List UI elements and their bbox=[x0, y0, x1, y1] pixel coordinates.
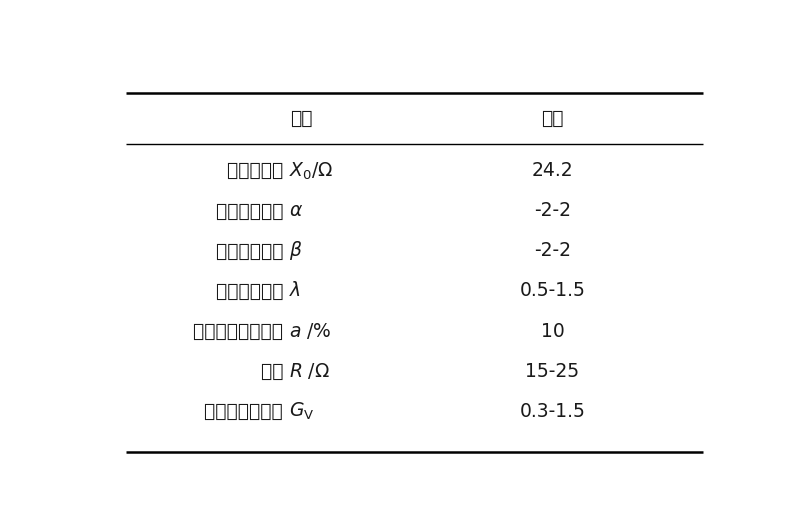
Text: $\alpha$: $\alpha$ bbox=[289, 202, 303, 220]
Text: 副边电抗系数: 副边电抗系数 bbox=[216, 242, 289, 260]
Text: $\beta$: $\beta$ bbox=[289, 239, 303, 262]
Text: 10: 10 bbox=[540, 321, 565, 341]
Text: $G_{\rm V}$: $G_{\rm V}$ bbox=[289, 401, 315, 422]
Text: $R$ /Ω: $R$ /Ω bbox=[289, 361, 330, 381]
Text: -2-2: -2-2 bbox=[534, 202, 571, 220]
Text: $a$ /%: $a$ /% bbox=[289, 321, 332, 341]
Text: 负载: 负载 bbox=[260, 362, 289, 381]
Text: 24.2: 24.2 bbox=[532, 161, 574, 181]
Text: $\lambda$: $\lambda$ bbox=[289, 281, 301, 300]
Text: 参考电抗值: 参考电抗值 bbox=[227, 161, 289, 181]
Text: 15-25: 15-25 bbox=[526, 362, 579, 381]
Text: 参数: 参数 bbox=[290, 109, 313, 128]
Text: -2-2: -2-2 bbox=[534, 242, 571, 260]
Text: 互感系数范围: 互感系数范围 bbox=[216, 281, 289, 300]
Text: 0.3-1.5: 0.3-1.5 bbox=[519, 402, 586, 421]
Text: 取值: 取值 bbox=[541, 109, 564, 128]
Text: 标准电压增益值: 标准电压增益值 bbox=[205, 402, 289, 421]
Text: 电压增益波动比例: 电压增益波动比例 bbox=[193, 321, 289, 341]
Text: $X_0$/Ω: $X_0$/Ω bbox=[289, 160, 334, 182]
Text: 0.5-1.5: 0.5-1.5 bbox=[519, 281, 586, 300]
Text: 原边电抗系数: 原边电抗系数 bbox=[216, 202, 289, 220]
